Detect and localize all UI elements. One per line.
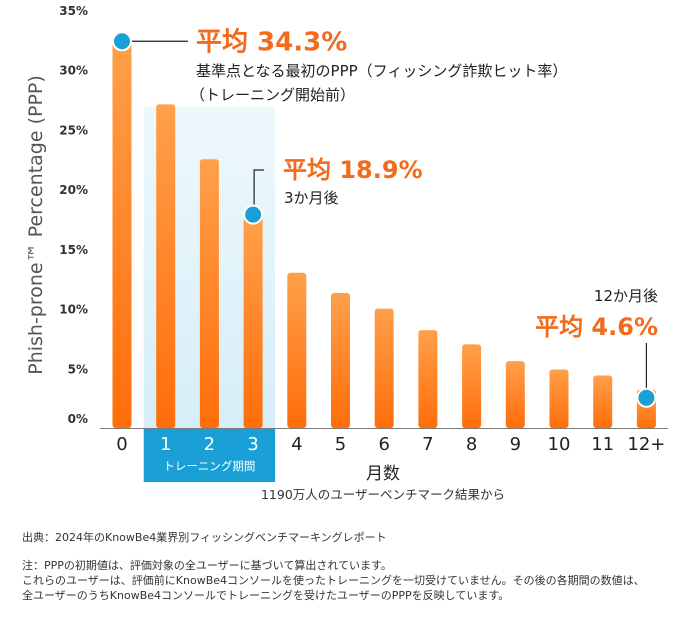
callout-desc-3: 3か月後 bbox=[284, 189, 339, 207]
callout-desc-12: 12か月後 bbox=[594, 287, 658, 305]
bar-9 bbox=[505, 361, 525, 428]
x-tick-label: 12+ bbox=[627, 434, 665, 455]
callout-value-3: 平均 18.9% bbox=[283, 156, 423, 184]
bar-8 bbox=[462, 344, 482, 428]
marker-month-3 bbox=[243, 204, 264, 225]
x-tick-label: 9 bbox=[510, 434, 521, 455]
x-axis-title: 月数 bbox=[366, 464, 400, 484]
callout-value-0: 平均 34.3% bbox=[196, 27, 347, 57]
note-line-3: 全ユーザーのうちKnowBe4コンソールでトレーニングを受けたユーザーのPPPを… bbox=[22, 589, 510, 602]
bar-4 bbox=[287, 272, 307, 428]
bar-0 bbox=[112, 36, 132, 428]
training-period-box bbox=[143, 429, 276, 482]
callout-desc-0-1: （トレーニング開始前） bbox=[190, 86, 355, 104]
note-line-1: 注：PPPの初期値は、評価対象の全ユーザーに基づいて算出されています。 bbox=[22, 559, 392, 572]
y-axis-title: Phish-prone™ Percentage (PPP) bbox=[25, 75, 47, 375]
x-tick-label: 10 bbox=[548, 434, 571, 455]
y-tick-label: 30% bbox=[59, 64, 88, 78]
source-note: 出典：2024年のKnowBe4業界別フィッシングベンチマーキングレポート bbox=[22, 531, 387, 544]
ppp-bar-chart: Phish-prone™ Percentage (PPP) 0% 5% 10% 15% 2… bbox=[25, 4, 668, 502]
x-tick-label: 11 bbox=[591, 434, 614, 455]
bar-1 bbox=[156, 104, 176, 428]
y-tick-label: 5% bbox=[68, 362, 88, 376]
y-tick-label: 10% bbox=[59, 303, 88, 317]
y-tick-label: 25% bbox=[59, 123, 88, 137]
bar-5 bbox=[331, 293, 350, 428]
x-tick-label: 6 bbox=[378, 434, 389, 455]
x-tick-label: 4 bbox=[291, 434, 302, 455]
bar-6 bbox=[374, 308, 394, 428]
x-tick-label: 3 bbox=[247, 434, 258, 455]
x-tick-label: 8 bbox=[466, 434, 477, 455]
bar-10 bbox=[549, 369, 569, 428]
x-tick-label: 5 bbox=[335, 434, 346, 455]
y-tick-label: 15% bbox=[59, 243, 88, 257]
callout-value-12: 平均 4.6% bbox=[535, 313, 658, 341]
training-period-label: トレーニング期間 bbox=[163, 459, 255, 473]
y-tick-label: 0% bbox=[68, 412, 88, 426]
bar-3 bbox=[243, 216, 263, 428]
x-axis-subtitle: 1190万人のユーザーベンチマーク結果から bbox=[261, 487, 505, 502]
y-tick-label: 35% bbox=[59, 4, 88, 18]
marker-month-12 bbox=[636, 387, 657, 408]
note-line-2: これらのユーザーは、評価前にKnowBe4コンソールを使ったトレーニングを一切受… bbox=[22, 574, 645, 587]
callout-desc-0-0: 基準点となる最初のPPP（フィッシング詐欺ヒット率） bbox=[196, 62, 567, 80]
bar-7 bbox=[418, 330, 438, 428]
callout-line-3 bbox=[253, 169, 265, 206]
bar-11 bbox=[593, 375, 613, 428]
x-tick-label: 1 bbox=[160, 434, 171, 455]
y-tick-label: 20% bbox=[59, 183, 88, 197]
x-tick-label: 7 bbox=[422, 434, 433, 455]
marker-month-0 bbox=[112, 31, 132, 52]
x-tick-label: 2 bbox=[204, 434, 215, 455]
x-tick-label: 0 bbox=[116, 434, 127, 455]
bar-2 bbox=[199, 159, 219, 429]
